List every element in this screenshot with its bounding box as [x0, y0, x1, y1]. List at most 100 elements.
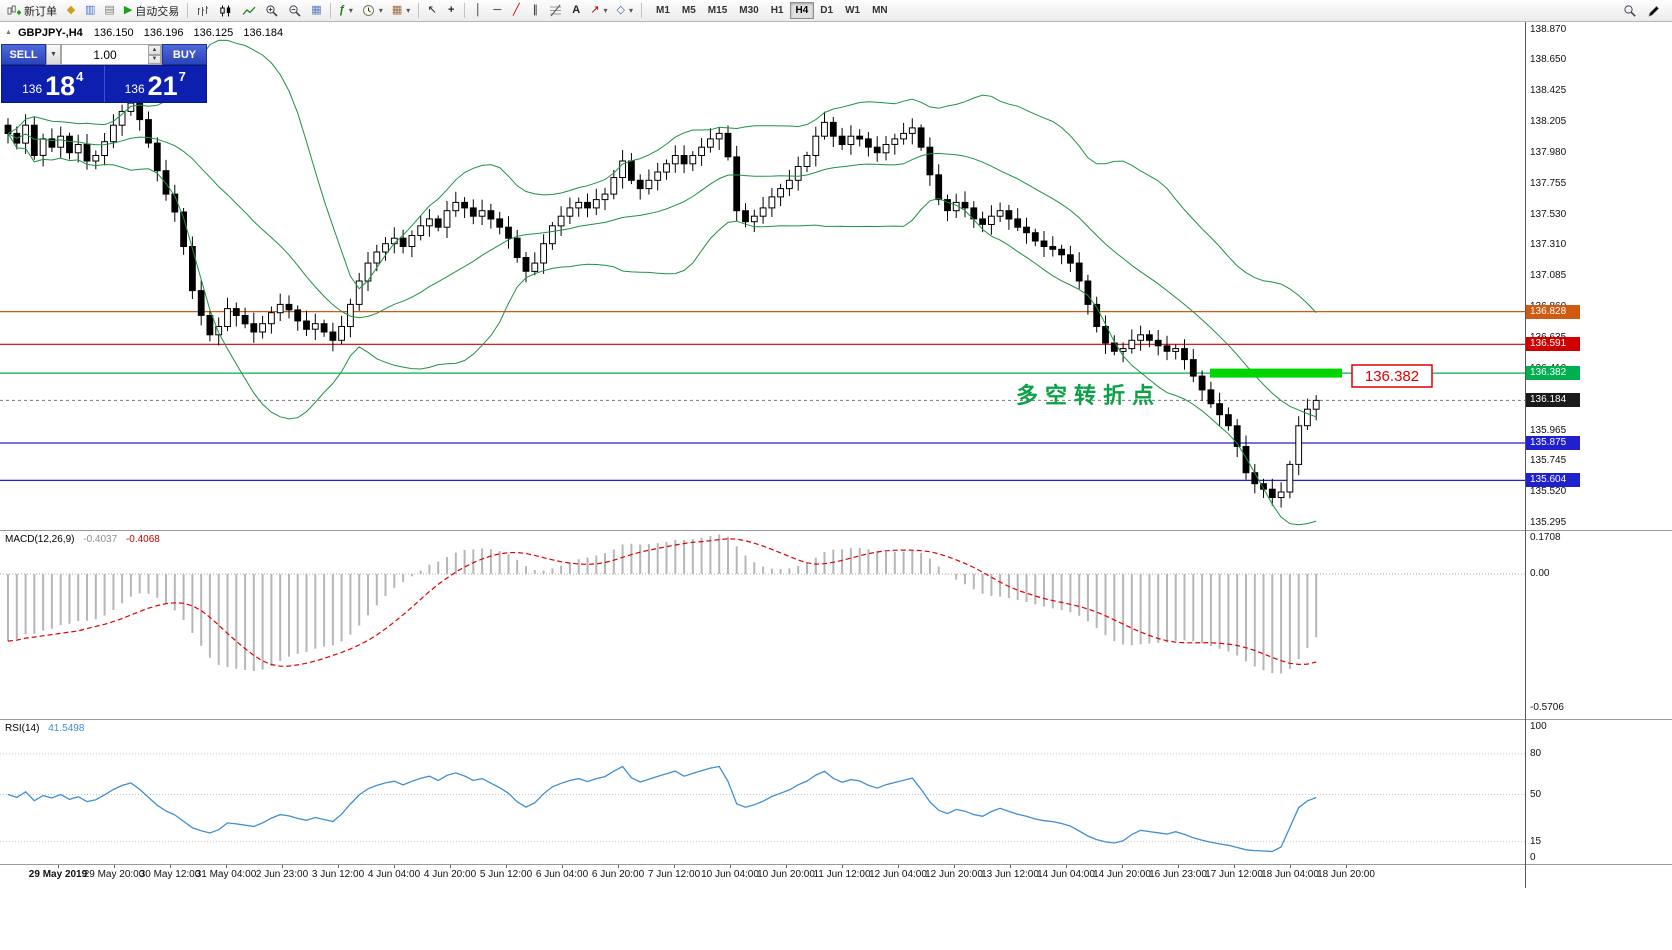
time-axis-label: 4 Jun 04:00	[367, 869, 421, 880]
rsi-line	[7, 765, 1317, 853]
macd-indicator-chart[interactable]	[0, 531, 1525, 719]
vertical-line-icon: │	[474, 4, 482, 16]
zoom-in-button[interactable]	[261, 2, 283, 20]
timeframe-mn-button[interactable]: MN	[866, 2, 894, 19]
timeframe-h4-button[interactable]: H4	[789, 2, 815, 19]
tile-windows-button[interactable]: ▦	[307, 2, 325, 20]
time-axis-tick	[954, 865, 955, 868]
candles-chart-button[interactable]	[215, 2, 237, 20]
time-axis-label: 4 Jun 20:00	[423, 869, 477, 880]
new-order-button[interactable]: 新订单	[3, 2, 61, 20]
horizontal-line-button[interactable]: ─	[488, 2, 506, 20]
line-chart-button[interactable]	[238, 2, 260, 20]
time-axis-tick	[450, 865, 451, 868]
rsi-axis-label: 15	[1530, 836, 1542, 847]
templates-button[interactable]: ▦ ▾	[388, 2, 414, 20]
timeframe-m1-button[interactable]: M1	[650, 2, 676, 19]
crosshair-button[interactable]: +	[442, 2, 460, 20]
pencil-icon	[1648, 5, 1659, 17]
autotrading-button[interactable]: ▶ 自动交易	[120, 2, 183, 20]
time-axis-label: 16 Jun 23:00	[1149, 869, 1207, 880]
vertical-line-button[interactable]: │	[469, 2, 487, 20]
arrow-tool-button[interactable]: ↗ ▾	[586, 2, 611, 20]
data-window-button[interactable]: ▥	[81, 2, 99, 20]
time-axis-label: 10 Jun 04:00	[701, 869, 759, 880]
time-axis-label: 13 Jun 12:00	[981, 869, 1039, 880]
price-axis-separator[interactable]	[1525, 22, 1526, 888]
collapse-panel-icon[interactable]: ▲	[5, 29, 12, 36]
buy-price-prefix: 136	[124, 82, 145, 96]
new-order-label: 新订单	[24, 5, 57, 18]
time-axis-label: 10 Jun 20:00	[757, 869, 815, 880]
time-axis-label: 6 Jun 20:00	[591, 869, 645, 880]
lot-decrease-button[interactable]: ▼	[148, 54, 161, 64]
timeframe-m5-button[interactable]: M5	[676, 2, 702, 19]
cursor-icon: ↖	[427, 4, 437, 16]
buy-price[interactable]: 136 21 7	[105, 66, 207, 102]
candlestick-chart[interactable]: 多空转折点 136.382	[0, 22, 1525, 530]
price-axis-label: 137.085	[1530, 270, 1567, 281]
sell-price[interactable]: 136 18 4	[2, 66, 105, 102]
strategy-tester-button[interactable]: ▤	[100, 2, 118, 20]
time-axis-label: 30 May 12:00	[139, 869, 201, 880]
search-button[interactable]	[1619, 2, 1641, 20]
macd-axis-label: 0.1708	[1530, 532, 1561, 543]
equidistant-channel-button[interactable]: ∥	[526, 2, 544, 20]
timeframe-m15-button[interactable]: M15	[702, 2, 733, 19]
indicators-button[interactable]: ƒ ▾	[335, 2, 357, 20]
ohlc-open: 136.150	[93, 27, 134, 39]
time-axis-tick	[1346, 865, 1347, 868]
rsi-indicator-chart[interactable]	[0, 720, 1525, 864]
buy-price-big: 21	[147, 71, 178, 101]
new-order-icon	[7, 5, 21, 14]
text-label-icon: A	[572, 4, 581, 16]
timeframe-toolbar: M1 M5 M15 M30 H1 H4 D1 W1 MN	[650, 2, 894, 19]
text-label-button[interactable]: A	[567, 2, 585, 20]
timeframe-d1-button[interactable]: D1	[814, 2, 839, 19]
timeframe-w1-button[interactable]: W1	[839, 2, 866, 19]
fibonacci-button[interactable]	[545, 2, 566, 20]
sell-button[interactable]: SELL	[1, 44, 46, 65]
toolbar-separator	[187, 3, 189, 18]
time-axis-label: 12 Jun 20:00	[925, 869, 983, 880]
time-axis-tick	[1122, 865, 1123, 868]
cursor-button[interactable]: ↖	[423, 2, 441, 20]
panel-separator[interactable]	[0, 530, 1672, 531]
shapes-button[interactable]: ◇ ▾	[613, 2, 637, 20]
periods-button[interactable]: ▾	[358, 2, 387, 20]
timeframe-m30-button[interactable]: M30	[733, 2, 764, 19]
support-highlight-bar	[1210, 368, 1342, 378]
time-axis-tick	[58, 865, 59, 868]
dropdown-arrow-icon: ▾	[628, 6, 633, 15]
timeframe-h1-button[interactable]: H1	[765, 2, 790, 19]
lot-size-input[interactable]	[62, 45, 148, 64]
time-axis-label: 18 Jun 20:00	[1317, 869, 1375, 880]
time-axis-tick	[1066, 865, 1067, 868]
zoom-out-button[interactable]	[284, 2, 306, 20]
price-axis-label: 137.755	[1530, 178, 1567, 189]
macd-axis-label: -0.5706	[1530, 702, 1564, 713]
time-axis-tick	[898, 865, 899, 868]
trendline-button[interactable]: ╱	[507, 2, 525, 20]
time-axis-tick	[338, 865, 339, 868]
price-axis-label: 136.190	[1530, 394, 1567, 405]
svg-text:136.382: 136.382	[1365, 368, 1419, 385]
time-axis-tick	[114, 865, 115, 868]
one-click-trading-panel: SELL ▼ ▲ ▼ BUY 136 18 4 136 21 7	[1, 44, 207, 103]
lot-increase-button[interactable]: ▲	[148, 45, 161, 55]
time-axis-label: 29 May 2019	[28, 869, 88, 880]
time-axis-tick	[562, 865, 563, 868]
market-watch-button[interactable]: ◆	[62, 2, 80, 20]
time-axis-label: 12 Jun 04:00	[869, 869, 927, 880]
edit-button[interactable]	[1643, 2, 1665, 20]
strategy-tester-icon: ▤	[104, 4, 115, 16]
buy-button[interactable]: BUY	[162, 44, 207, 65]
autotrading-play-icon: ▶	[123, 4, 133, 16]
lot-stepper: ▲ ▼	[148, 45, 161, 64]
bars-chart-button[interactable]	[192, 2, 214, 20]
time-axis-tick	[506, 865, 507, 868]
time-axis-label: 14 Jun 20:00	[1093, 869, 1151, 880]
sell-options-dropdown[interactable]: ▼	[46, 44, 61, 65]
panel-separator[interactable]	[0, 719, 1672, 720]
time-axis-separator	[0, 864, 1672, 865]
